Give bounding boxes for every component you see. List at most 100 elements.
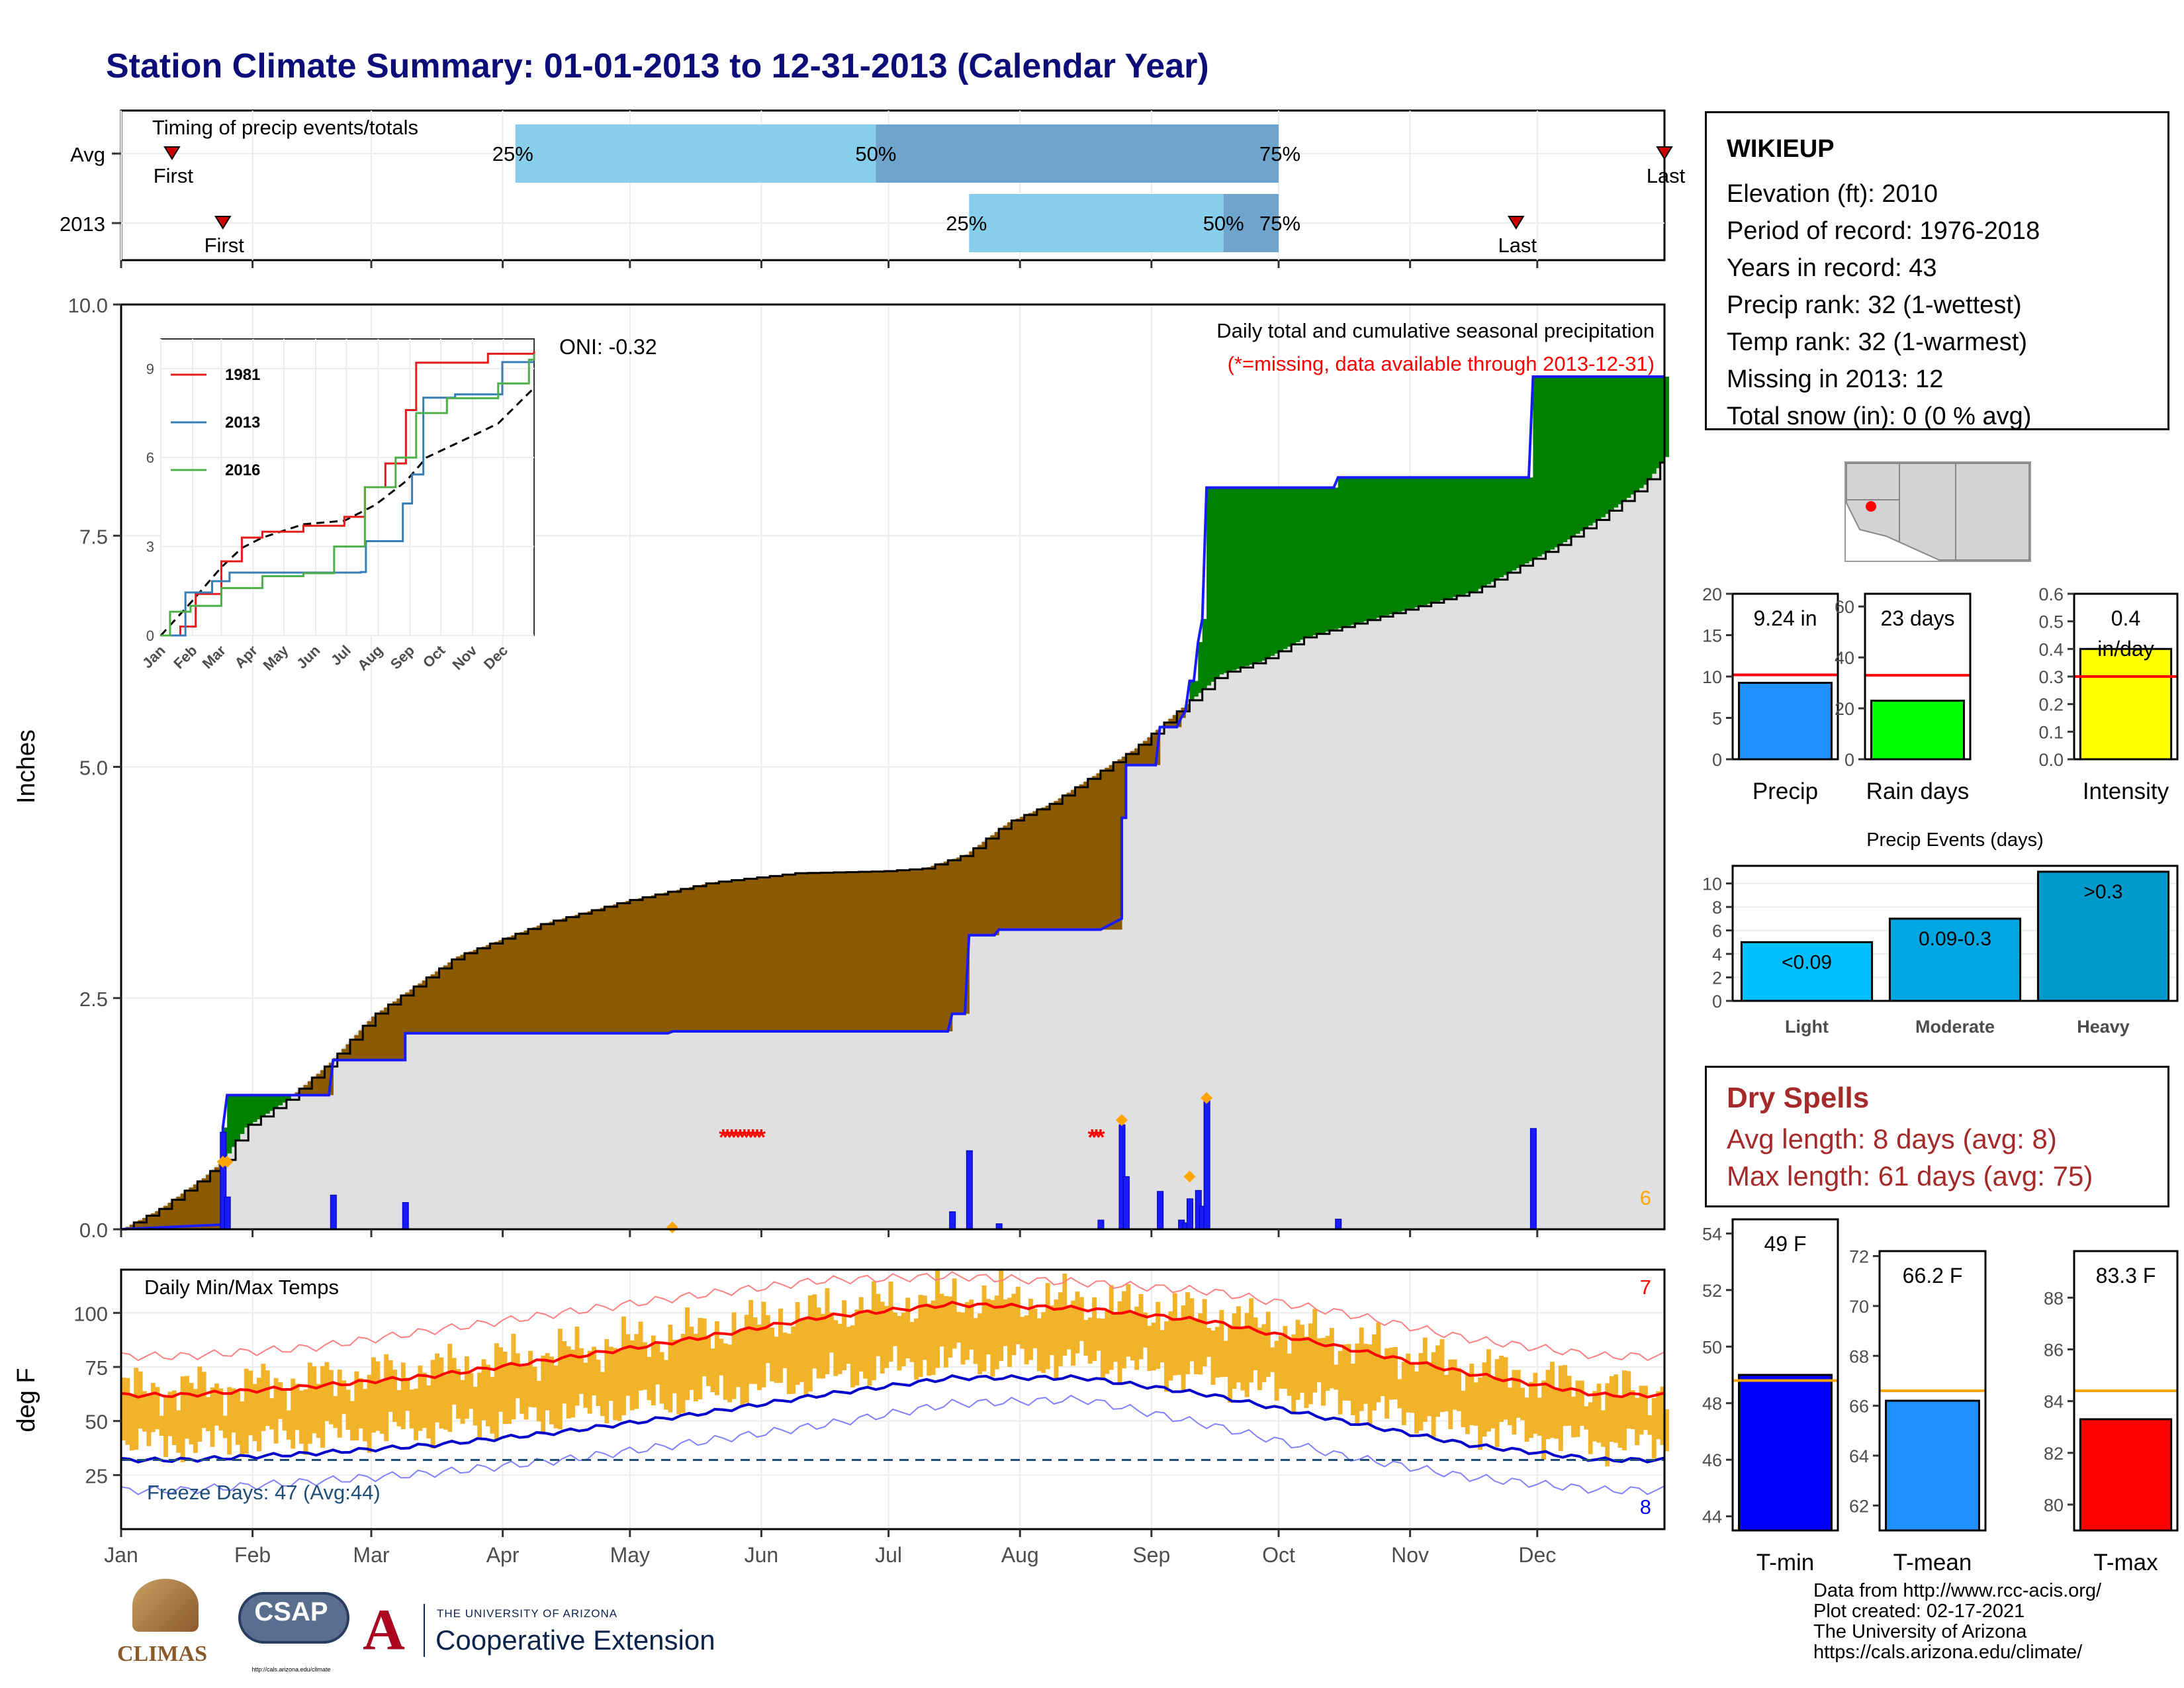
daily-temp-bar (252, 1383, 257, 1442)
deficit-bar (197, 1181, 203, 1229)
deficit-bar (142, 1217, 148, 1229)
deficit-bar (163, 1205, 169, 1229)
daily-temp-bar (1138, 1293, 1144, 1360)
precip-total-y-tick-label: 15 (1702, 626, 1722, 646)
temp-y-tick-label: 25 (85, 1464, 108, 1487)
rain-days-frame (1864, 592, 1972, 761)
deficit-bar (1071, 790, 1076, 930)
daily-temp-bar (384, 1354, 389, 1442)
daily-temp-bar (1617, 1395, 1623, 1448)
daily-temp-bar (1499, 1355, 1504, 1423)
surplus-bar (1651, 376, 1657, 474)
deficit-bar (795, 873, 800, 1032)
daily-temp-bar (155, 1387, 160, 1430)
temp-mean-y-tick-label: 68 (1849, 1346, 1869, 1366)
missing-marker: * (1092, 1125, 1101, 1150)
surplus-bar (1223, 487, 1228, 673)
deficit-bar (206, 1174, 211, 1229)
timing-row-label: 2013 (60, 212, 105, 236)
daily-temp-bar (150, 1383, 156, 1432)
surplus-bar (1198, 641, 1203, 693)
daily-temp-bar (1164, 1321, 1169, 1392)
daily-temp-bar (1198, 1313, 1203, 1375)
surplus-bar (1232, 487, 1237, 671)
deficit-bar (536, 925, 541, 1033)
daily-temp-bar (1045, 1283, 1050, 1370)
precip-total-category-label: Precip (1752, 778, 1818, 804)
missing-marker: * (745, 1125, 754, 1150)
daily-temp-bar (1512, 1370, 1517, 1435)
timing-last-marker (1507, 216, 1525, 230)
events-bar-label: 0.09-0.3 (1919, 928, 1991, 950)
precip-total-y-tick-label: 20 (1702, 585, 1722, 604)
deficit-bar (735, 879, 741, 1032)
deficit-bar (829, 872, 834, 1032)
surplus-bar (1461, 477, 1466, 595)
intensity-y-tick-label: 0.0 (2038, 750, 2064, 770)
daily-precip-bar (224, 1196, 231, 1230)
daily-temp-bar (189, 1383, 194, 1445)
deficit-bar (1109, 765, 1114, 930)
daily-temp-bar (222, 1415, 228, 1438)
daily-temp-bar (375, 1361, 381, 1431)
daily-temp-bar (363, 1389, 368, 1442)
daily-temp-bar (490, 1377, 495, 1434)
deficit-bar (464, 953, 469, 1033)
daily-temp-bar (774, 1336, 779, 1383)
deficit-bar (1113, 762, 1118, 930)
daily-temp-bar (1193, 1318, 1199, 1374)
daily-temp-bar (1575, 1380, 1580, 1437)
daily-temp-bar (999, 1269, 1004, 1361)
deficit-bar (876, 871, 881, 1032)
rain-days-category-label: Rain days (1866, 778, 1970, 804)
daily-temp-bar (1083, 1320, 1089, 1356)
surplus-bar (1385, 477, 1390, 616)
station-precip-rank: Precip rank: 32 (1-wettest) (1727, 291, 2022, 319)
daily-temp-bar (1177, 1319, 1182, 1375)
deficit-bar (430, 974, 435, 1033)
deficit-bar (918, 868, 923, 1032)
deficit-bar (948, 860, 953, 1032)
surplus-bar (1563, 376, 1568, 543)
deficit-bar (871, 871, 876, 1032)
precip-total-value-label: 9.24 in (1753, 606, 1817, 630)
deficit-bar (583, 912, 588, 1033)
daily-temp-bar (1087, 1317, 1093, 1364)
deficit-bar (388, 1004, 393, 1060)
temp-chart-title: Daily Min/Max Temps (144, 1276, 339, 1299)
deficit-bar (1138, 744, 1144, 765)
surplus-bar (1334, 487, 1339, 630)
daily-temp-bar (731, 1312, 737, 1399)
deficit-bar (1062, 795, 1068, 930)
deficit-bar (880, 871, 885, 1032)
daily-temp-bar (990, 1299, 995, 1377)
inset-frame (160, 338, 535, 636)
footer-line: https://cals.arizona.edu/climate/ (1813, 1642, 2083, 1663)
daily-temp-bar (1621, 1370, 1627, 1450)
daily-temp-bar (1223, 1340, 1228, 1377)
deficit-bar (625, 901, 631, 1033)
timing-first-label: First (205, 234, 245, 257)
deficit-bar (994, 831, 999, 935)
surplus-bar (1253, 487, 1258, 664)
temp-mean-panel: 62 64 66 68 70 72 66.2 F T-mean (1849, 1247, 1987, 1575)
surplus-bar (1304, 487, 1309, 637)
month-tick-label: Jun (745, 1543, 779, 1567)
deficit-bar (999, 829, 1004, 930)
surplus-bar (1605, 376, 1610, 514)
daily-temp-bar (1443, 1374, 1449, 1412)
surplus-bar (1270, 487, 1275, 656)
surplus-bar (1571, 376, 1576, 537)
avg-min-line (120, 1374, 1665, 1464)
daily-temp-bar (553, 1365, 559, 1429)
daily-temp-bar (1253, 1317, 1258, 1370)
deficit-bar (494, 941, 499, 1033)
daily-temp-bar (854, 1309, 860, 1386)
ua-big-text: Cooperative Extension (435, 1624, 715, 1656)
deficit-bar (295, 1092, 300, 1096)
daily-temp-bar (643, 1342, 647, 1390)
daily-temp-bar (1520, 1387, 1525, 1421)
surplus-bar (1219, 487, 1224, 675)
surplus-bar (1630, 376, 1635, 495)
